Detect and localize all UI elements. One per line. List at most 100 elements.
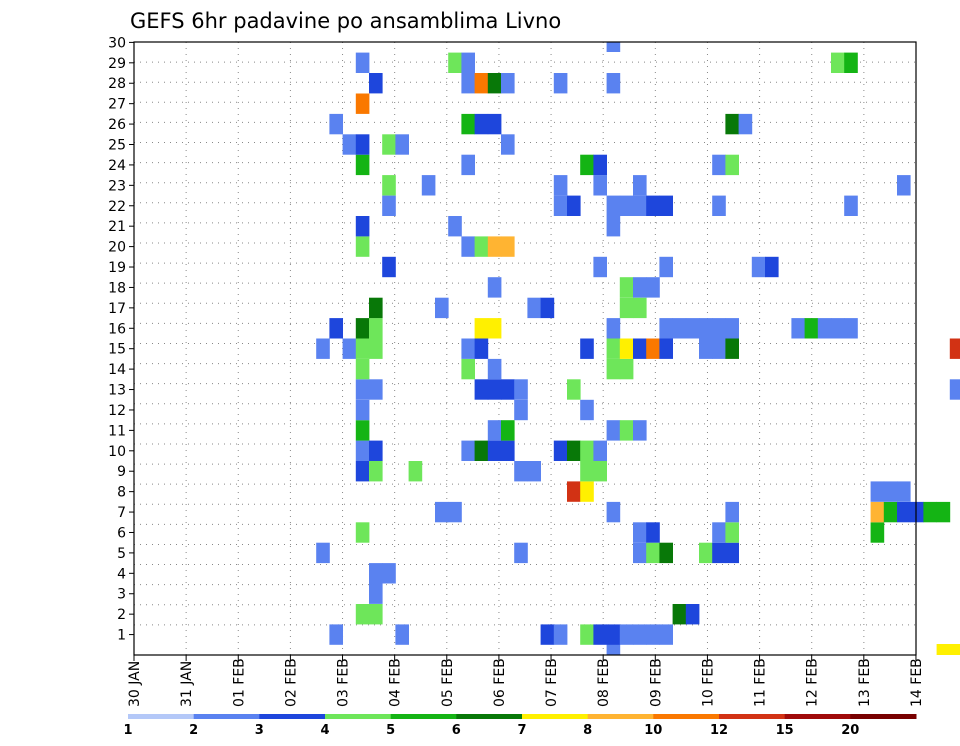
heatmap-cell [369,297,383,319]
heatmap-cell [633,277,647,298]
heatmap-cell [685,604,700,625]
heatmap-cell [659,318,673,339]
heatmap-cell [514,461,528,482]
y-tick-label: 19 [108,260,126,276]
heatmap-cell [646,522,660,543]
y-tick-label: 24 [108,158,126,174]
heatmap-cell [567,379,581,400]
heatmap-cell [606,358,621,380]
legend-label: 3 [255,723,264,738]
heatmap-cell [646,277,660,298]
heatmap-cell [355,522,370,543]
heatmap-cell [329,113,343,135]
heatmap-cell [474,338,489,359]
heatmap-cell [369,604,383,625]
heatmap-cell [619,338,634,359]
heatmap-cell [461,236,475,257]
y-axis: 1234567891011121314151617181920212223242… [108,35,134,644]
heatmap-cell [765,256,779,278]
heatmap-cell [580,338,594,359]
legend-label: 10 [644,723,662,738]
heatmap-cell [633,175,647,196]
heatmap-cell [501,440,515,461]
y-tick-label: 18 [108,280,126,296]
x-tick-label: 04 FEB [388,658,404,707]
heatmap-cell [342,134,357,155]
heatmap-cell [659,256,673,278]
heatmap-cell [461,440,475,461]
heatmap-cell [553,440,568,461]
legend-label: 7 [517,723,526,738]
heatmap-cell [329,318,343,339]
heatmap-cell [355,134,370,155]
heatmap-cell [870,522,885,543]
legend-swatch [784,714,851,719]
heatmap-cell [844,318,858,339]
legend-swatch [259,714,326,719]
heatmap-cell [593,440,607,461]
heatmap-cell [474,113,489,135]
heatmap-cell [580,461,594,482]
heatmap-cell [725,338,739,359]
y-tick-label: 21 [108,219,126,235]
heatmap-cell [514,379,528,400]
heatmap-cell [606,73,621,94]
heatmap-cell [738,113,753,135]
heatmap-cell [725,113,739,135]
heatmap-cell [461,73,475,94]
x-tick-label: 07 FEB [544,658,560,707]
heatmap-cell [936,644,951,655]
heatmap-cell [633,195,647,216]
heatmap-cell [606,420,621,441]
heatmap-cell [659,338,673,359]
heatmap-cell [633,420,647,441]
heatmap-cell [606,216,621,237]
heatmap-cell [369,563,383,584]
heatmap-cell [369,583,383,604]
heatmap-cell [593,154,607,176]
heatmap-cell [369,338,383,359]
x-tick-label: 03 FEB [336,658,352,707]
heatmap-cell [487,379,502,400]
y-tick-label: 11 [108,423,126,439]
heatmap-cell [633,542,647,564]
heatmap-cell [369,73,383,94]
legend-label: 6 [452,723,461,738]
x-tick-label: 05 FEB [440,658,456,707]
heatmap-cell [435,501,449,523]
chart-title: GEFS 6hr padavine po ansamblima Livno [130,9,561,33]
y-tick-label: 29 [108,56,126,72]
heatmap-cell [421,175,436,196]
heatmap-cell [659,542,673,564]
y-tick-label: 26 [108,117,126,133]
legend-swatch [390,714,457,719]
heatmap-cell [646,338,660,359]
heatmap-cell [870,501,885,523]
heatmap-cell [672,318,687,339]
heatmap-cell [369,461,383,482]
heatmap-cell [844,195,858,216]
y-tick-label: 25 [108,138,126,154]
y-tick-label: 5 [117,546,126,562]
heatmap-cell [316,338,330,359]
heatmap-cell [487,358,502,380]
y-tick-label: 28 [108,76,126,92]
heatmap-cell [633,338,647,359]
heatmap-cell [633,297,647,319]
heatmap-cell [619,277,634,298]
x-tick-label: 01 FEB [231,658,247,707]
heatmap-cell [910,501,924,523]
heatmap-cell [487,113,502,135]
heatmap-cell [355,440,370,461]
heatmap-cell [474,440,489,461]
heatmap-cell [619,358,634,380]
heatmap-cell [725,154,739,176]
heatmap-cell [501,236,515,257]
legend-label: 8 [583,723,592,738]
heatmap-cell [355,379,370,400]
heatmap-cell [593,256,607,278]
y-tick-label: 1 [117,628,126,644]
heatmap-cell [342,338,357,359]
y-tick-label: 9 [117,464,126,480]
